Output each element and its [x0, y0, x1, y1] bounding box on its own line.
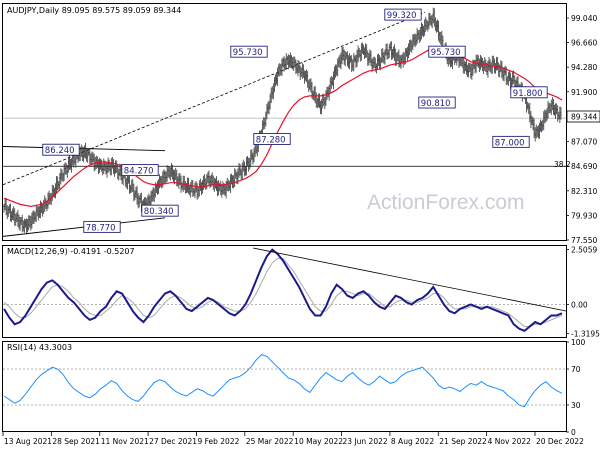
- level-label: 95.730: [431, 48, 461, 58]
- x-axis-label: 25 Mar 2022: [246, 437, 294, 446]
- x-axis-label: 4 Nov 2022: [488, 437, 531, 446]
- upper-channel-line: [2, 146, 166, 152]
- rsi-panel-frame: [2, 341, 567, 432]
- x-axis-label: 11 Nov 2021: [101, 437, 149, 446]
- level-box: [83, 220, 121, 233]
- x-axis-label: 9 Feb 2022: [197, 437, 239, 446]
- x-axis-label: 20 Dec 2022: [536, 437, 584, 446]
- macd-signal-line: [3, 257, 563, 327]
- price-panel-title: AUDJPY,Daily 89.095 89.575 89.059 89.344: [7, 6, 181, 15]
- macd-trendline: [252, 247, 567, 312]
- macd-panel-title: MACD(12,26,9) -0.4191 -0.5207: [7, 247, 135, 256]
- price-axis-label: 77.550: [571, 236, 597, 245]
- rsi-axis-label: 100: [571, 338, 586, 347]
- macd-panel-frame: [2, 245, 567, 338]
- dashed-trendline: [2, 11, 426, 186]
- price-axis-label: 79.930: [571, 211, 597, 220]
- level-box: [121, 164, 159, 177]
- price-axis-label: 96.660: [571, 39, 597, 48]
- x-axis-label: 21 Sep 2022: [439, 437, 487, 446]
- level-label: 87.000: [495, 138, 525, 148]
- macd-axis-label: 0.00: [571, 301, 588, 310]
- price-axis-label: 91.900: [571, 88, 597, 97]
- level-label: 78.770: [86, 223, 116, 233]
- level-label: 99.320: [387, 11, 417, 21]
- rsi-axis-label: 0: [571, 428, 576, 437]
- level-box: [42, 143, 80, 156]
- last-price-marker: [566, 110, 600, 123]
- price-panel-frame: [2, 3, 567, 241]
- rsi-axis-label: 70: [571, 365, 581, 374]
- x-axis-label: 27 Dec 2021: [149, 437, 197, 446]
- macd-line: [3, 248, 563, 332]
- level-label: 90.810: [421, 99, 451, 109]
- level-box: [253, 133, 291, 145]
- level-label: 91.800: [513, 89, 543, 99]
- watermark: ActionForex.com: [367, 191, 525, 214]
- moving-average-line: [3, 46, 563, 208]
- macd-axis-label: 2.5059: [571, 246, 597, 255]
- x-axis-label: 13 Aug 2021: [4, 437, 52, 446]
- fib-level-label: 38.2: [554, 160, 571, 169]
- rsi-panel-title: RSI(14) 43.3003: [7, 343, 72, 352]
- x-axis-label: 10 May 2022: [294, 437, 343, 446]
- last-price-label: 89.344: [571, 113, 597, 122]
- level-label: 87.280: [256, 135, 286, 145]
- level-label: 80.340: [144, 207, 174, 217]
- x-axis-label: 8 Aug 2022: [391, 437, 434, 446]
- rsi-line: [3, 354, 563, 408]
- level-label: 84.270: [124, 167, 154, 177]
- level-label: 95.730: [233, 48, 263, 58]
- rsi-axis-label: 30: [571, 401, 581, 410]
- macd-axis-label: -1.3195: [571, 329, 600, 338]
- level-box: [418, 96, 456, 109]
- level-box: [492, 135, 530, 148]
- price-axis-label: 99.040: [571, 14, 597, 23]
- level-box: [384, 8, 422, 21]
- price-axis-label: 94.280: [571, 63, 597, 72]
- x-axis-label: 23 Jun 2022: [343, 437, 388, 446]
- level-box: [428, 45, 466, 58]
- price-axis-label: 87.070: [571, 138, 597, 147]
- level-box: [230, 45, 268, 58]
- level-label: 86.240: [45, 146, 75, 156]
- price-axis-label: 82.310: [571, 187, 597, 196]
- level-box: [510, 86, 548, 99]
- x-axis-label: 28 Sep 2021: [52, 437, 100, 446]
- price-axis-label: 84.690: [571, 162, 597, 171]
- level-box: [141, 204, 179, 217]
- price-bars: [3, 7, 562, 235]
